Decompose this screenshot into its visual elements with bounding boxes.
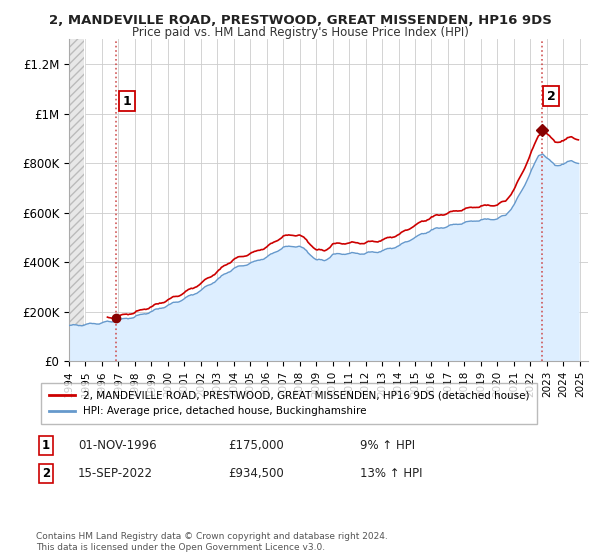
Bar <box>69 39 84 361</box>
Text: 01-NOV-1996: 01-NOV-1996 <box>78 438 157 452</box>
Text: Price paid vs. HM Land Registry's House Price Index (HPI): Price paid vs. HM Land Registry's House … <box>131 26 469 39</box>
Text: 9% ↑ HPI: 9% ↑ HPI <box>360 438 415 452</box>
Text: Contains HM Land Registry data © Crown copyright and database right 2024.
This d: Contains HM Land Registry data © Crown c… <box>36 532 388 552</box>
Text: 1: 1 <box>122 95 131 108</box>
Text: 1: 1 <box>42 438 50 452</box>
Bar <box>69 39 84 361</box>
Text: £934,500: £934,500 <box>228 466 284 480</box>
Text: 13% ↑ HPI: 13% ↑ HPI <box>360 466 422 480</box>
Text: 2: 2 <box>547 90 556 102</box>
Text: 2, MANDEVILLE ROAD, PRESTWOOD, GREAT MISSENDEN, HP16 9DS: 2, MANDEVILLE ROAD, PRESTWOOD, GREAT MIS… <box>49 14 551 27</box>
Text: 2: 2 <box>42 466 50 480</box>
Legend: 2, MANDEVILLE ROAD, PRESTWOOD, GREAT MISSENDEN, HP16 9DS (detached house), HPI: : 2, MANDEVILLE ROAD, PRESTWOOD, GREAT MIS… <box>41 383 536 423</box>
Text: 15-SEP-2022: 15-SEP-2022 <box>78 466 153 480</box>
Text: £175,000: £175,000 <box>228 438 284 452</box>
